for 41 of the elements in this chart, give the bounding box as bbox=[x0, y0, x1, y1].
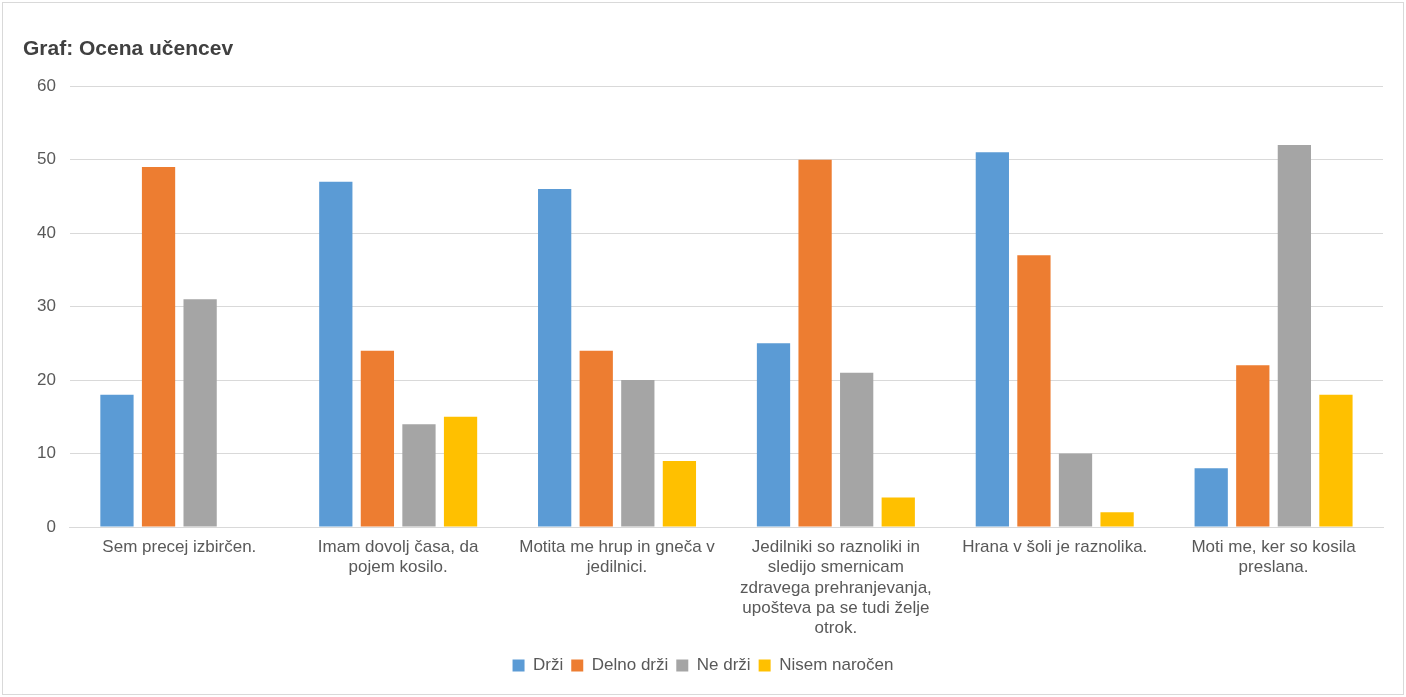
y-tick-label: 20 bbox=[36, 369, 56, 389]
legend-label: Delno drži bbox=[591, 655, 669, 675]
bar bbox=[319, 181, 353, 527]
y-tick-label: 30 bbox=[36, 296, 56, 316]
bar bbox=[538, 189, 572, 527]
x-tick-label: Sem precej izbirčen. bbox=[102, 536, 257, 556]
legend-label: Nisem naročen bbox=[779, 655, 894, 675]
bar bbox=[183, 299, 217, 527]
y-tick-label: 50 bbox=[36, 149, 56, 169]
y-tick-label: 0 bbox=[46, 516, 56, 536]
x-tick-label: Moti me, ker so kosila preslana. bbox=[1191, 536, 1357, 577]
y-tick-label: 10 bbox=[36, 443, 56, 463]
bar bbox=[100, 394, 134, 527]
bar bbox=[621, 380, 655, 527]
chart-title: Graf: Ocena učencev bbox=[23, 36, 234, 60]
bar bbox=[402, 424, 436, 527]
bar bbox=[443, 416, 478, 527]
bar bbox=[1017, 255, 1051, 527]
x-tick-label: Imam dovolj časa, da pojem kosilo. bbox=[317, 536, 480, 577]
x-tick-label: Jedilniki so raznoliki in sledijo smernicam zdravega prehranjevanja, upošteva pa se tudi želje otrok. bbox=[739, 536, 932, 638]
bar bbox=[579, 350, 613, 527]
bar bbox=[1236, 365, 1270, 527]
bar bbox=[1194, 468, 1228, 527]
y-tick-label: 60 bbox=[36, 75, 56, 95]
bar bbox=[881, 497, 915, 527]
x-tick-label: Motita me hrup in gneča v jedilnici. bbox=[519, 536, 716, 577]
bar bbox=[1319, 394, 1353, 527]
bar bbox=[840, 372, 874, 527]
bar bbox=[1100, 512, 1134, 527]
bar bbox=[662, 460, 697, 527]
bar bbox=[756, 343, 791, 527]
x-tick-label: Hrana v šoli je raznolika. bbox=[962, 536, 1148, 556]
legend-label: Drži bbox=[533, 655, 564, 675]
bar bbox=[1058, 453, 1093, 527]
bar bbox=[141, 167, 176, 527]
bar bbox=[975, 152, 1009, 527]
legend-label: Ne drži bbox=[696, 655, 751, 675]
bar bbox=[1277, 144, 1311, 527]
y-tick-label: 40 bbox=[36, 222, 56, 242]
bar bbox=[360, 350, 395, 527]
bar bbox=[798, 159, 832, 527]
